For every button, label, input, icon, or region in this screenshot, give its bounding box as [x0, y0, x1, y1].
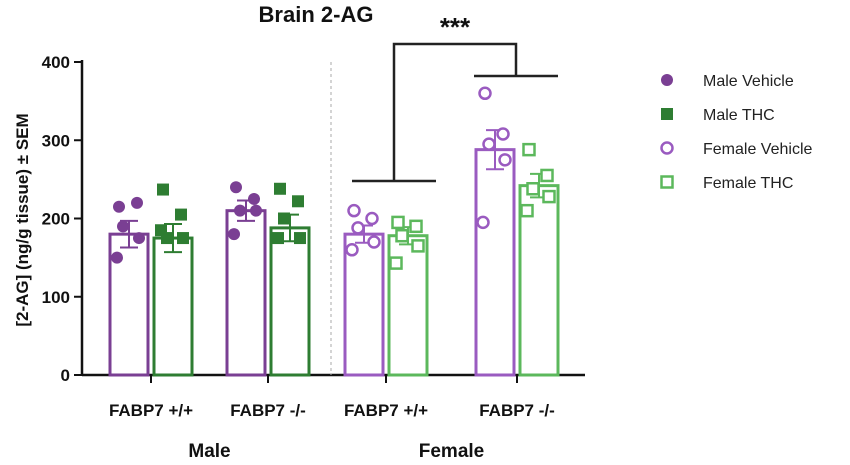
y-tick-label: 0	[61, 366, 70, 385]
legend-marker	[661, 108, 673, 120]
data-point	[278, 212, 290, 225]
legend-marker	[660, 141, 674, 155]
data-point	[272, 232, 284, 245]
data-point	[292, 195, 304, 208]
significance-bracket: ***	[352, 12, 558, 183]
y-tick-label: 100	[42, 288, 70, 307]
data-point	[155, 224, 167, 237]
group-label: Male	[188, 441, 230, 462]
data-point	[522, 142, 536, 157]
y-axis-label: [2-AG] (ng/g tissue) ± SEM	[13, 113, 32, 326]
x-tick-label: FABP7 +/+	[344, 401, 428, 420]
bar	[152, 236, 194, 377]
data-point	[395, 228, 409, 243]
significance-label: ***	[440, 12, 471, 42]
data-point	[367, 235, 381, 249]
data-point	[248, 192, 260, 205]
y-tick-label: 200	[42, 210, 70, 229]
data-point	[175, 208, 187, 221]
data-point	[111, 251, 123, 264]
legend: Male Vehicle Male THC Female Vehicle Female…	[660, 73, 812, 192]
data-point	[351, 221, 365, 235]
data-point	[409, 219, 423, 234]
x-tick-label: FABP7 +/+	[109, 401, 193, 420]
data-point	[117, 220, 129, 233]
data-point	[411, 239, 425, 253]
data-point	[542, 189, 556, 204]
data-point	[540, 168, 554, 183]
data-point	[476, 215, 490, 230]
bracket-connector	[392, 42, 518, 181]
y-tick-label: 300	[42, 131, 70, 150]
data-point	[230, 181, 242, 194]
data-point	[526, 182, 540, 196]
legend-label: Male THC	[703, 107, 775, 124]
y-tick-label: 400	[42, 53, 70, 72]
chart-title: Brain 2-AG	[259, 2, 374, 27]
bar	[474, 148, 516, 377]
data-point	[389, 256, 403, 270]
data-point	[234, 204, 246, 217]
legend-marker	[661, 74, 673, 86]
data-point	[133, 232, 145, 245]
data-point	[365, 211, 379, 226]
legend-label: Female Vehicle	[703, 141, 812, 158]
bar	[269, 226, 311, 377]
data-point	[157, 183, 169, 196]
data-point	[478, 86, 492, 101]
data-point	[228, 228, 240, 241]
x-tick-label: FABP7 -/-	[479, 401, 555, 420]
data-point	[250, 204, 262, 217]
data-point	[482, 137, 496, 151]
data-point	[177, 232, 189, 245]
data-point	[113, 200, 125, 213]
data-point	[294, 232, 306, 245]
data-point	[520, 203, 534, 218]
data-point	[274, 182, 286, 195]
group-label: Female	[419, 441, 484, 462]
legend-label: Female THC	[703, 175, 793, 192]
data-point	[131, 196, 143, 209]
data-point	[496, 127, 510, 141]
data-point	[347, 203, 361, 218]
legend-marker	[660, 175, 674, 189]
data-point	[345, 243, 359, 257]
legend-label: Male Vehicle	[703, 73, 794, 90]
data-point	[498, 153, 512, 167]
x-tick-label: FABP7 -/-	[230, 401, 306, 420]
plot-area: 0 100 200 300 400 FABP7 +/+ FABP7 -/- FABP7 +/+…	[42, 53, 585, 462]
data-point	[391, 215, 405, 230]
